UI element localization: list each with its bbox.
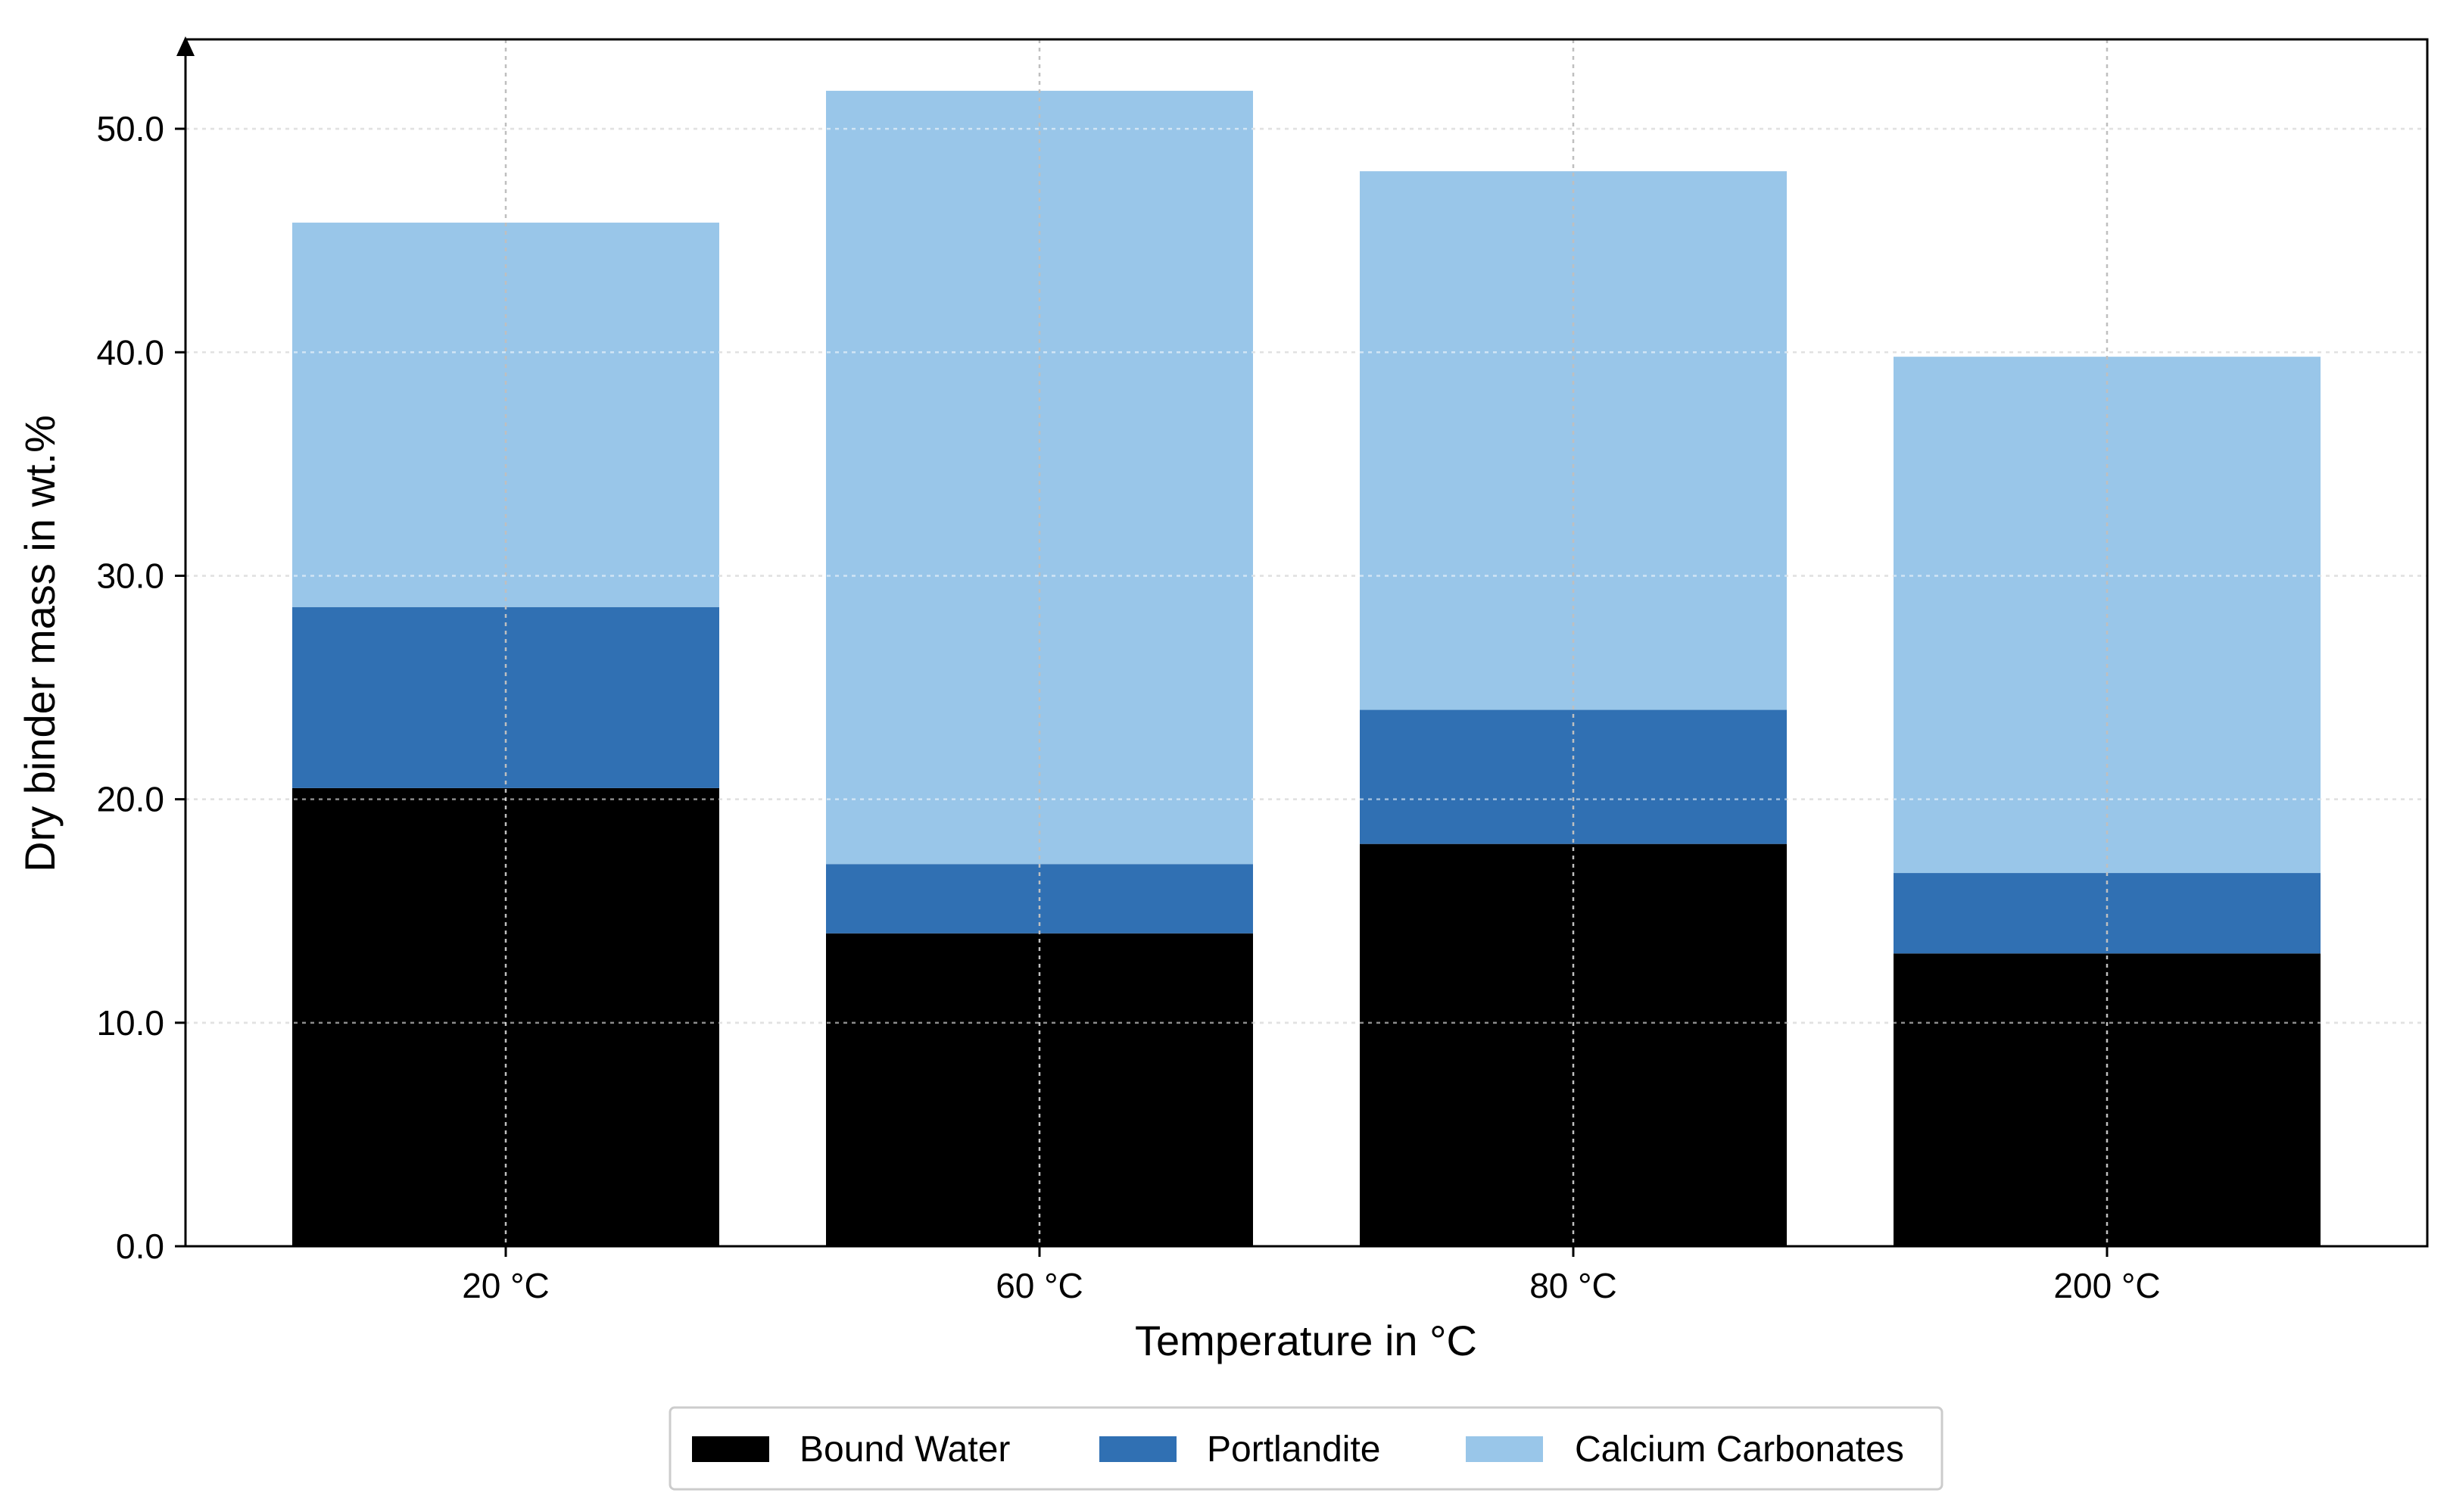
y-tick-label-3: 30.0 xyxy=(96,556,164,595)
legend-swatch-bound-water xyxy=(692,1436,769,1462)
y-tick-label-0: 0.0 xyxy=(116,1227,164,1266)
bar-calcium-carbonates-1 xyxy=(826,90,1253,865)
legend-swatch-portlandite xyxy=(1099,1436,1177,1462)
legend-label-portlandite: Portlandite xyxy=(1207,1429,1380,1470)
bar-bound-water-2 xyxy=(1360,843,1787,1246)
plot-frame xyxy=(184,38,2429,1248)
x-tick-label-3: 200 °C xyxy=(2053,1266,2160,1305)
ticks-layer: 0.0 10.0 20.0 30.0 40.0 50.0 20 °C 60 °C 80 °C 20… xyxy=(96,109,2160,1305)
legend-frame xyxy=(669,1406,1943,1491)
axes-layer xyxy=(176,36,2429,1248)
y-tick-label-1: 10.0 xyxy=(96,1003,164,1043)
x-tick-label-2: 80 °C xyxy=(1529,1266,1617,1305)
legend: Bound Water Portlandite Calcium Carbonates xyxy=(669,1406,1943,1491)
y-tick-label-5: 50.0 xyxy=(96,109,164,148)
y-tick-label-2: 20.0 xyxy=(96,780,164,819)
legend-label-calcium-carbonates: Calcium Carbonates xyxy=(1575,1429,1904,1470)
y-axis-arrow xyxy=(176,36,195,56)
bars-layer xyxy=(292,90,2321,1246)
legend-label-bound-water: Bound Water xyxy=(800,1429,1010,1470)
y-axis-title: Dry binder mass in wt.% xyxy=(16,415,64,872)
x-tick-label-1: 60 °C xyxy=(996,1266,1083,1305)
x-axis-title: Temperature in °C xyxy=(1135,1317,1477,1364)
y-tick-label-4: 40.0 xyxy=(96,332,164,372)
x-tick-label-0: 20 °C xyxy=(462,1266,550,1305)
legend-swatch-calcium-carbonates xyxy=(1466,1436,1543,1462)
legend-items: Bound Water Portlandite Calcium Carbonates xyxy=(692,1429,1904,1470)
vertical-grid-layer xyxy=(185,39,2427,1246)
